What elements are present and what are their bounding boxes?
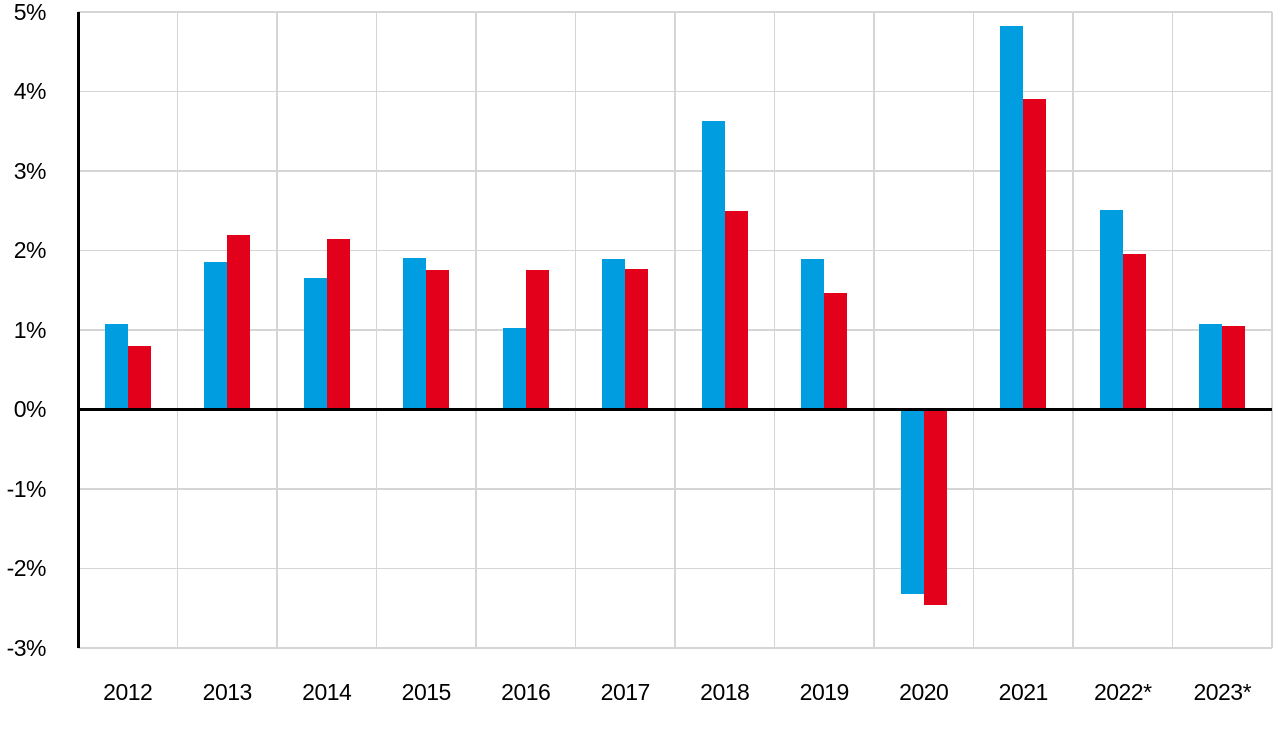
bar-2023-red xyxy=(1222,326,1246,410)
bar-2020-red xyxy=(923,409,947,606)
v-gridline-6 xyxy=(674,12,676,648)
bar-2021-blue xyxy=(1000,26,1024,410)
v-gridline-12 xyxy=(1271,12,1273,648)
bar-2019-red xyxy=(824,292,848,410)
v-gridline-5 xyxy=(574,12,577,648)
x-axis-label-2023: 2023* xyxy=(1193,679,1252,705)
bar-2019-blue xyxy=(801,259,825,410)
bar-2020-blue xyxy=(900,409,924,594)
bar-2012-blue xyxy=(104,323,128,410)
bar-2016-blue xyxy=(502,327,526,410)
x-axis-label-2018: 2018 xyxy=(700,679,750,705)
bar-2022-blue xyxy=(1099,209,1123,410)
bar-2013-blue xyxy=(204,262,228,410)
y-axis-label-4pct: 4% xyxy=(13,78,47,104)
bar-2015-blue xyxy=(403,258,427,410)
v-gridline-2 xyxy=(276,12,278,648)
v-gridline-4 xyxy=(475,12,477,648)
v-gridline-9 xyxy=(972,12,975,648)
v-gridline-8 xyxy=(873,12,875,648)
bar-2023-blue xyxy=(1199,323,1223,410)
bar-2012-red xyxy=(127,345,151,410)
bar-2014-blue xyxy=(303,278,327,410)
bar-2013-red xyxy=(227,234,251,410)
bar-2014-red xyxy=(326,238,350,410)
bar-2018-red xyxy=(724,210,748,410)
x-axis-label-2020: 2020 xyxy=(899,679,949,705)
y-axis-label-3pct: 3% xyxy=(13,157,47,184)
bar-2021-red xyxy=(1023,99,1047,410)
v-gridline-1 xyxy=(176,12,179,648)
y-axis-label-1pct: 1% xyxy=(13,316,47,343)
bar-2017-blue xyxy=(602,259,626,410)
y-axis-label-2pct: 2% xyxy=(13,237,47,263)
y-axis-line xyxy=(76,12,80,648)
y-axis-label--1pct: -1% xyxy=(6,475,47,502)
x-axis-label-2021: 2021 xyxy=(998,679,1049,705)
v-gridline-3 xyxy=(375,12,378,648)
x-axis-label-2014: 2014 xyxy=(302,679,352,705)
y-axis-label--2pct: -2% xyxy=(6,555,47,581)
h-gridline--3 xyxy=(78,647,1272,649)
x-axis-label-2019: 2019 xyxy=(799,679,850,705)
zero-axis-line xyxy=(76,408,1272,411)
x-axis-label-2017: 2017 xyxy=(600,679,651,705)
x-axis-label-2016: 2016 xyxy=(501,679,551,705)
bar-2015-red xyxy=(426,270,450,410)
x-axis-label-2013: 2013 xyxy=(202,679,253,705)
bar-2022-red xyxy=(1122,253,1146,410)
v-gridline-7 xyxy=(773,12,776,648)
x-axis-label-2015: 2015 xyxy=(401,679,452,705)
y-axis-label-5pct: 5% xyxy=(13,0,47,25)
x-axis-label-2012: 2012 xyxy=(103,679,153,705)
v-gridline-10 xyxy=(1072,12,1074,648)
y-axis-label-0pct: 0% xyxy=(13,396,47,422)
v-gridline-11 xyxy=(1171,12,1174,648)
bar-2018-blue xyxy=(701,120,725,410)
y-axis-label--3pct: -3% xyxy=(6,634,47,661)
x-axis-label-2022: 2022* xyxy=(1093,679,1152,705)
bar-2017-red xyxy=(625,268,649,410)
bar-2016-red xyxy=(525,270,549,410)
